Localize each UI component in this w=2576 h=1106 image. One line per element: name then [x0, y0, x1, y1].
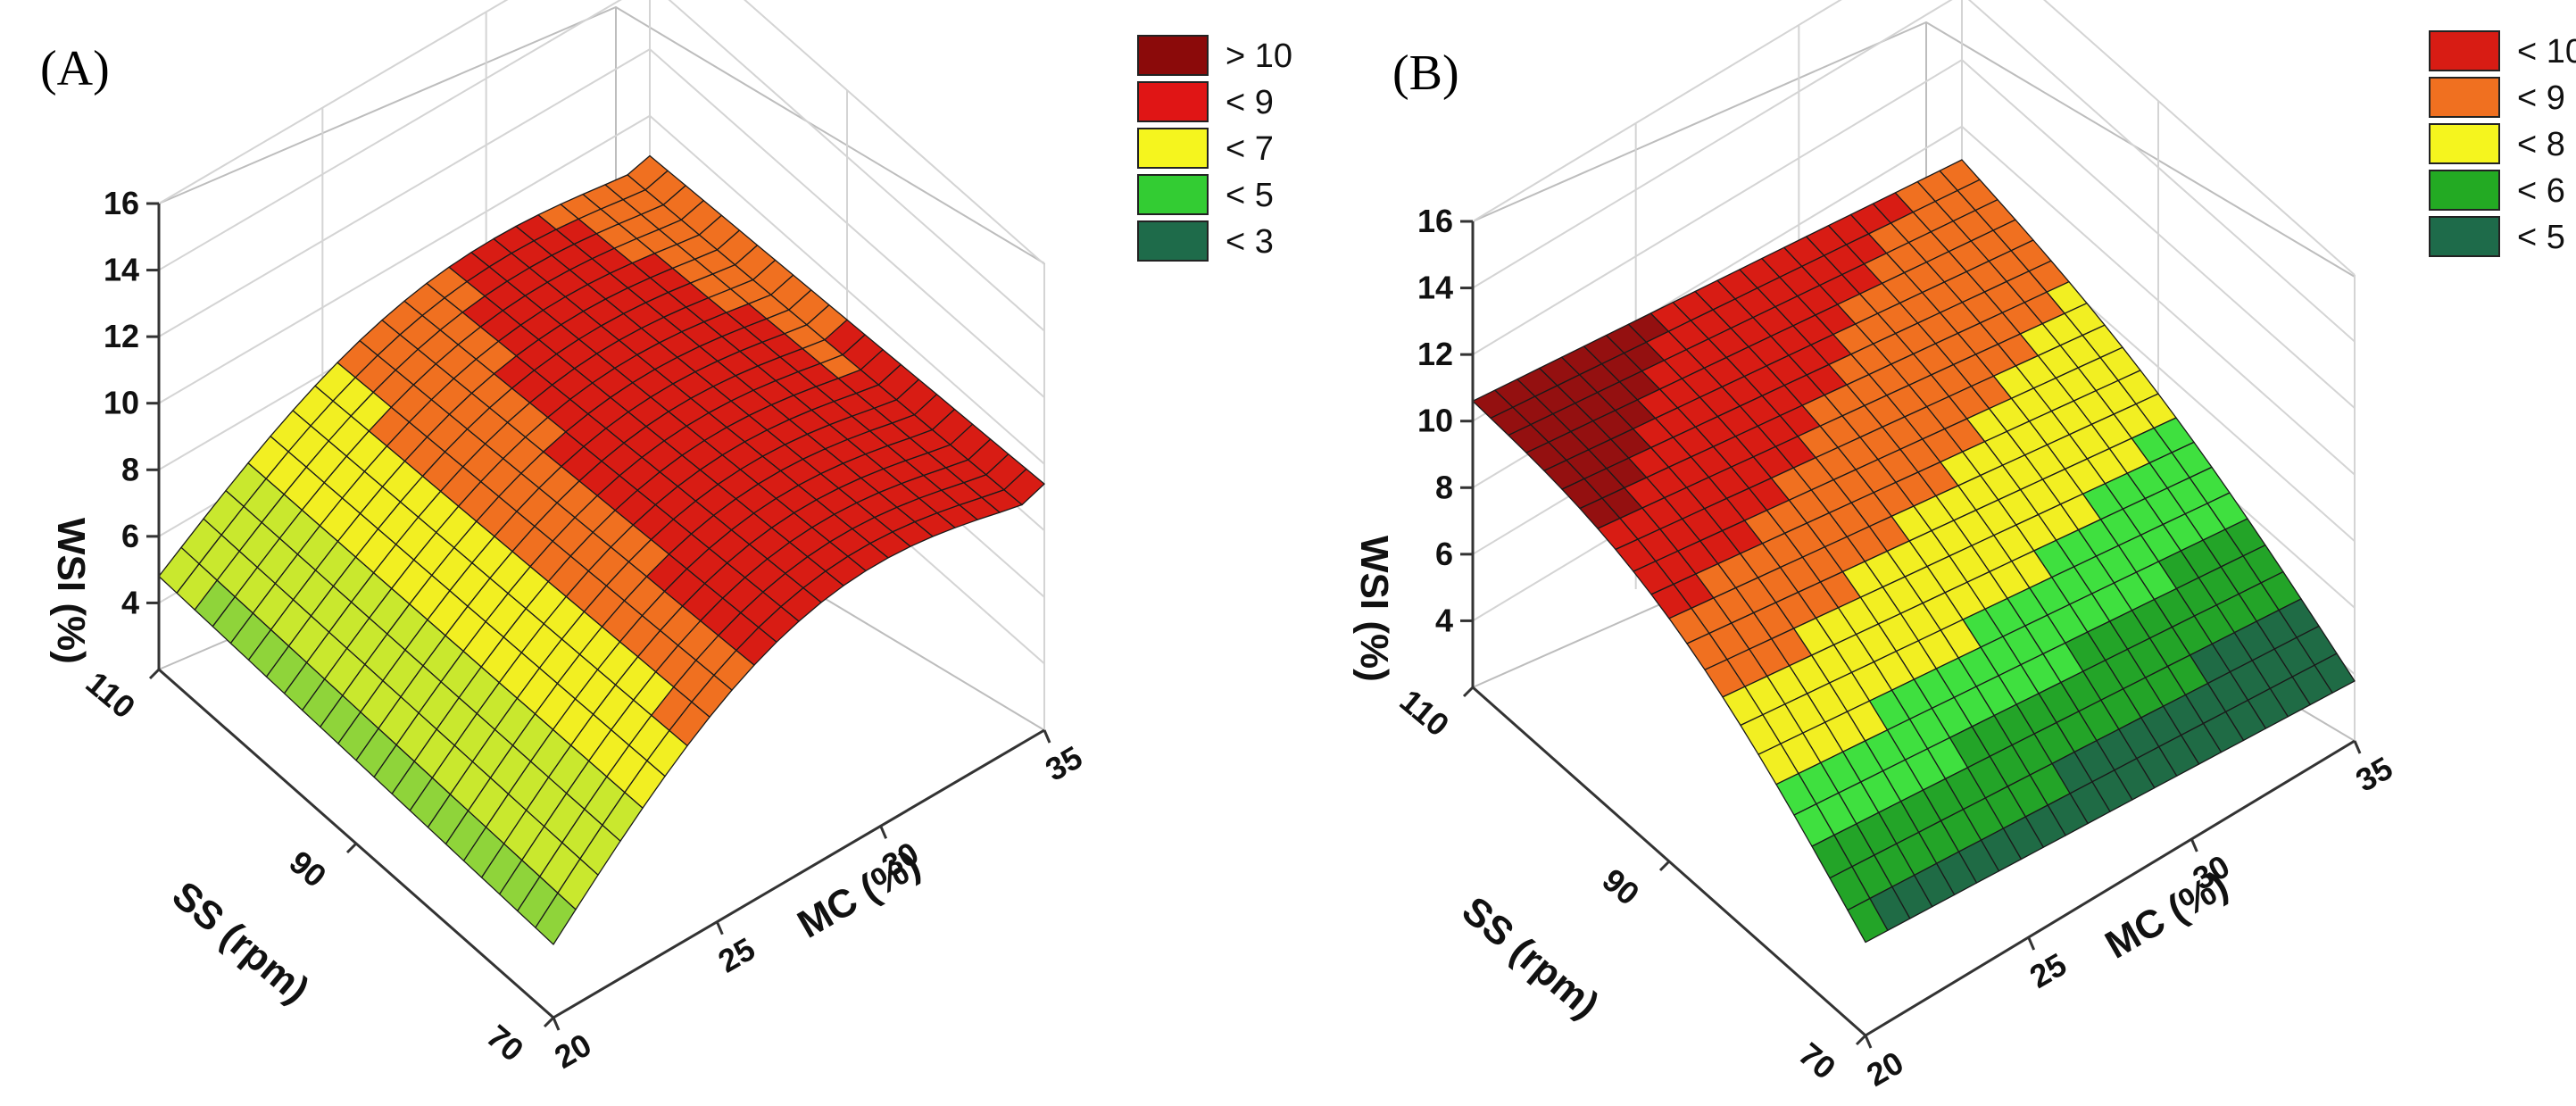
- legend-swatch: [2429, 30, 2500, 71]
- legend-label: < 6: [2517, 172, 2565, 210]
- y-tick-label: 70: [1792, 1035, 1843, 1086]
- panel-b-z-label: WSI (%): [1352, 536, 1396, 682]
- x-tick: [2190, 838, 2198, 852]
- z-tick-label: 16: [104, 185, 139, 221]
- surface-cell: [535, 892, 577, 945]
- y-tick: [1855, 1034, 1867, 1046]
- panel-a-z-label: WSI (%): [49, 518, 93, 664]
- x-tick-label: 20: [1860, 1044, 1909, 1094]
- legend-label: < 10: [2517, 33, 2576, 71]
- x-tick: [879, 825, 888, 839]
- legend-label: < 9: [1226, 84, 1274, 121]
- panel-a-surface: [158, 154, 1045, 945]
- x-tick: [715, 921, 724, 936]
- x-tick-label: 25: [2023, 945, 2073, 995]
- z-tick-label: 8: [1435, 469, 1453, 505]
- x-tick: [2353, 740, 2362, 754]
- z-tick-label: 4: [121, 584, 139, 620]
- legend-label: < 5: [2517, 219, 2565, 256]
- panel-b-legend: < 10 < 9 < 8 < 6 < 5: [2429, 30, 2576, 257]
- y-tick: [345, 842, 358, 854]
- legend-swatch: [1137, 128, 1209, 169]
- legend-label: < 3: [1226, 223, 1274, 261]
- y-tick: [1462, 686, 1475, 698]
- legend-label: < 7: [1226, 130, 1274, 168]
- x-tick: [1864, 1035, 1873, 1049]
- legend-swatch: [2429, 77, 2500, 118]
- legend-swatch: [2429, 216, 2500, 257]
- z-tick-label: 10: [104, 385, 139, 421]
- panel-b-x-axis: [1865, 739, 2356, 1037]
- z-tick-label: 6: [121, 518, 139, 554]
- z-tick-label: 4: [1435, 602, 1453, 638]
- legend-swatch: [1137, 220, 1209, 262]
- panel-a-x-axis: [553, 728, 1045, 1019]
- x-tick: [552, 1017, 561, 1031]
- panel-a-label: (A): [40, 41, 110, 96]
- x-tick: [1043, 729, 1051, 744]
- x-tick-label: 35: [1039, 738, 1088, 788]
- panel-b-label: (B): [1392, 46, 1459, 101]
- z-tick-label: 14: [1417, 270, 1453, 306]
- legend-swatch: [1137, 81, 1209, 122]
- legend-swatch: [2429, 170, 2500, 211]
- legend-label: > 10: [1226, 37, 1292, 75]
- y-tick: [1658, 860, 1671, 872]
- y-tick-label: 110: [79, 664, 143, 726]
- panel-b-y-label: SS (rpm): [1454, 888, 1608, 1027]
- y-tick-label: 70: [480, 1018, 531, 1069]
- y-tick: [543, 1016, 555, 1028]
- panel-b-surface: [1472, 159, 2356, 944]
- y-tick-label: 90: [1596, 861, 1647, 912]
- z-tick-label: 10: [1417, 403, 1453, 439]
- z-tick-label: 12: [1417, 336, 1453, 372]
- x-tick: [2027, 936, 2036, 951]
- z-tick-label: 6: [1435, 536, 1453, 572]
- y-tick-label: 110: [1393, 682, 1457, 744]
- panel-a-legend: > 10 < 9 < 7 < 5 < 3: [1137, 35, 1292, 262]
- panel-b-x-label: MC (%): [2098, 863, 2236, 968]
- x-tick-label: 35: [2349, 749, 2398, 799]
- z-tick-label: 16: [1417, 203, 1453, 239]
- legend-label: < 8: [2517, 126, 2565, 163]
- z-tick-label: 8: [121, 451, 139, 487]
- z-tick-label: 14: [104, 252, 139, 288]
- panel-a-x-label: MC (%): [791, 843, 928, 947]
- legend-swatch: [1137, 174, 1209, 215]
- legend-swatch: [1137, 35, 1209, 76]
- z-tick-label: 12: [104, 318, 139, 354]
- legend-label: < 9: [2517, 79, 2565, 117]
- x-tick-label: 25: [711, 930, 760, 980]
- panel-a-y-label: SS (rpm): [164, 873, 318, 1011]
- y-tick: [148, 668, 161, 680]
- x-tick-label: 20: [548, 1026, 597, 1076]
- surface-cell: [1847, 897, 1889, 944]
- y-tick-label: 90: [283, 844, 334, 894]
- legend-label: < 5: [1226, 177, 1274, 214]
- legend-swatch: [2429, 123, 2500, 164]
